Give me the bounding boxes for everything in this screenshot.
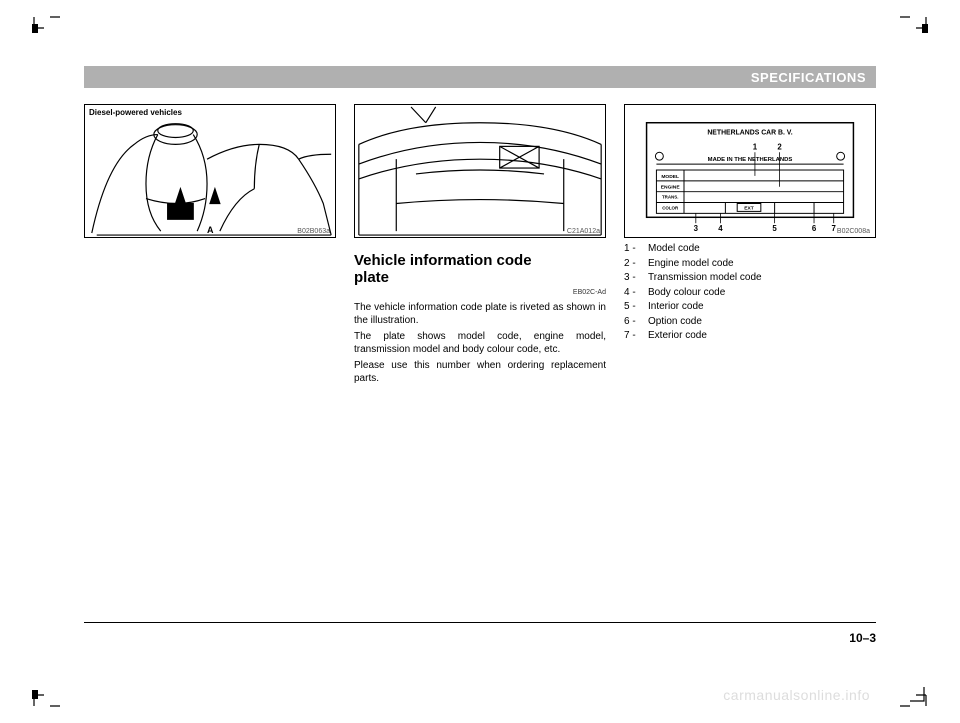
- list-item: 7 -Exterior code: [624, 329, 876, 344]
- figure-letter-a: A: [207, 225, 214, 235]
- list-item: 1 -Model code: [624, 242, 876, 257]
- code-plate-diagram: NETHERLANDS CAR B. V. MADE IN THE NETHER…: [625, 105, 875, 237]
- svg-text:5: 5: [772, 224, 777, 233]
- header-bar: SPECIFICATIONS: [84, 66, 876, 88]
- figure-code: B02C008a: [837, 228, 870, 235]
- svg-text:2: 2: [777, 142, 782, 151]
- crop-mark-br: [900, 681, 928, 709]
- paragraph: The plate shows model code, engine model…: [354, 330, 606, 357]
- figure-code: B02B063a: [297, 228, 330, 235]
- crop-mark-bl: [32, 681, 60, 709]
- page: SPECIFICATIONS Diesel-powered vehicles: [0, 0, 960, 723]
- figure-label: Diesel-powered vehicles: [89, 108, 182, 117]
- svg-text:4: 4: [718, 224, 723, 233]
- footer-rule: [84, 622, 876, 623]
- list-item: 2 -Engine model code: [624, 257, 876, 272]
- figure-plate-location: C21A012a: [354, 104, 606, 238]
- dashboard-line-art: [355, 105, 605, 237]
- column-2: C21A012a Vehicle information code plate …: [354, 104, 606, 388]
- page-number: 10–3: [849, 631, 876, 645]
- content-area: Diesel-powered vehicles: [84, 104, 876, 388]
- svg-text:EXT: EXT: [744, 205, 754, 211]
- figure-code-plate: NETHERLANDS CAR B. V. MADE IN THE NETHER…: [624, 104, 876, 238]
- list-item: 5 -Interior code: [624, 300, 876, 315]
- svg-text:6: 6: [812, 224, 817, 233]
- column-1: Diesel-powered vehicles: [84, 104, 336, 388]
- svg-text:NETHERLANDS CAR B. V.: NETHERLANDS CAR B. V.: [707, 130, 792, 137]
- section-body: The vehicle information code plate is ri…: [354, 301, 606, 386]
- section-code: EB02C-Ad: [354, 289, 606, 296]
- list-item: 6 -Option code: [624, 315, 876, 330]
- paragraph: Please use this number when ordering rep…: [354, 359, 606, 386]
- svg-text:COLOR: COLOR: [662, 205, 679, 210]
- section-title: Vehicle information code plate: [354, 252, 606, 287]
- column-3: NETHERLANDS CAR B. V. MADE IN THE NETHER…: [624, 104, 876, 388]
- engine-line-art: [85, 105, 335, 237]
- svg-text:7: 7: [832, 224, 837, 233]
- crop-mark-tl: [32, 14, 60, 42]
- svg-text:TRANS.: TRANS.: [662, 195, 678, 200]
- header-title: SPECIFICATIONS: [751, 70, 866, 85]
- list-item: 4 -Body colour code: [624, 286, 876, 301]
- svg-text:ENGINE: ENGINE: [661, 185, 681, 191]
- paragraph: The vehicle information code plate is ri…: [354, 301, 606, 328]
- list-item: 3 -Transmission model code: [624, 271, 876, 286]
- svg-text:1: 1: [753, 142, 758, 151]
- figure-code: C21A012a: [567, 228, 600, 235]
- watermark: carmanualsonline.info: [723, 687, 870, 703]
- code-list: 1 -Model code 2 -Engine model code 3 -Tr…: [624, 242, 876, 344]
- svg-text:MODEL: MODEL: [661, 174, 679, 180]
- svg-text:3: 3: [694, 224, 699, 233]
- crop-mark-tr: [900, 14, 928, 42]
- figure-diesel-engine: Diesel-powered vehicles: [84, 104, 336, 238]
